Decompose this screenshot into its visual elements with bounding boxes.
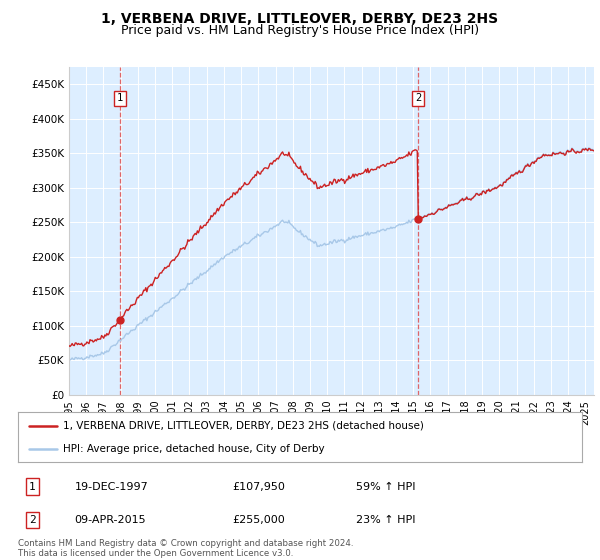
Text: 23% ↑ HPI: 23% ↑ HPI xyxy=(356,515,416,525)
Text: 1, VERBENA DRIVE, LITTLEOVER, DERBY, DE23 2HS (detached house): 1, VERBENA DRIVE, LITTLEOVER, DERBY, DE2… xyxy=(63,421,424,431)
Text: 2: 2 xyxy=(415,93,421,103)
Text: 2: 2 xyxy=(29,515,35,525)
Text: 19-DEC-1997: 19-DEC-1997 xyxy=(74,482,148,492)
Text: £107,950: £107,950 xyxy=(232,482,285,492)
Text: £255,000: £255,000 xyxy=(232,515,285,525)
Text: 59% ↑ HPI: 59% ↑ HPI xyxy=(356,482,416,492)
Text: 1, VERBENA DRIVE, LITTLEOVER, DERBY, DE23 2HS: 1, VERBENA DRIVE, LITTLEOVER, DERBY, DE2… xyxy=(101,12,499,26)
Text: 1: 1 xyxy=(117,93,123,103)
Text: 09-APR-2015: 09-APR-2015 xyxy=(74,515,146,525)
Text: Price paid vs. HM Land Registry's House Price Index (HPI): Price paid vs. HM Land Registry's House … xyxy=(121,24,479,36)
Text: 1: 1 xyxy=(29,482,35,492)
Text: Contains HM Land Registry data © Crown copyright and database right 2024.
This d: Contains HM Land Registry data © Crown c… xyxy=(18,539,353,558)
Text: HPI: Average price, detached house, City of Derby: HPI: Average price, detached house, City… xyxy=(63,445,325,454)
